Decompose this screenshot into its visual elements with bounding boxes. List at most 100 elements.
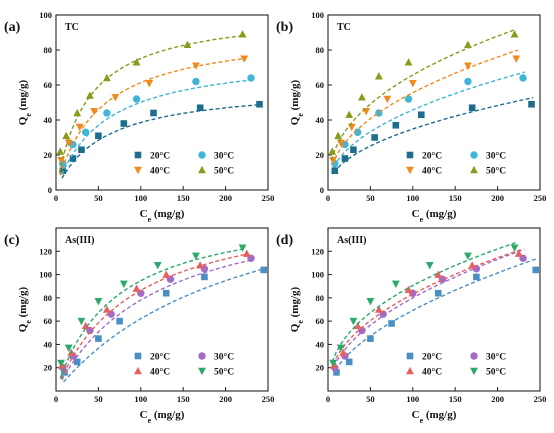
data-point <box>90 107 99 116</box>
series-40°C <box>58 249 251 380</box>
data-point <box>64 344 73 353</box>
x-tick-label: 100 <box>406 193 419 203</box>
y-tick-label: 20 <box>316 363 325 373</box>
panel-title: TC <box>65 22 79 33</box>
x-tick-label: 0 <box>54 394 58 404</box>
data-point <box>247 74 255 82</box>
x-tick-label: 50 <box>94 394 103 404</box>
data-point <box>94 298 103 306</box>
data-point <box>417 111 425 119</box>
fit-curve <box>61 103 262 179</box>
data-point <box>111 93 120 102</box>
data-point <box>510 244 519 252</box>
x-axis-label: Ce (mg/g) <box>140 208 185 224</box>
y-tick-label: 120 <box>311 246 324 256</box>
data-point <box>102 73 111 82</box>
fit-curve <box>331 49 519 165</box>
panel-2: 0 50 100 150 200 250 20 40 60 80 100 120 Ce (mg/g) Qe… <box>4 227 274 425</box>
data-point <box>120 120 128 127</box>
data-point <box>362 107 371 116</box>
x-tick-label: 0 <box>326 193 330 203</box>
legend-label: 30°C <box>214 352 234 363</box>
data-point <box>374 72 383 80</box>
x-tick-label: 200 <box>219 394 232 404</box>
data-point <box>192 252 200 261</box>
fit-curve <box>333 71 525 167</box>
x-axis-label: Ce (mg/g) <box>412 409 457 425</box>
legend-marker <box>470 352 478 360</box>
data-point <box>329 359 337 368</box>
legend-marker <box>406 352 414 360</box>
plot-frame <box>55 14 269 191</box>
y-axis-label: Qe (mg/g) <box>289 286 305 332</box>
data-point <box>256 100 263 108</box>
data-point <box>150 109 157 117</box>
data-point <box>59 167 67 175</box>
legend-label: 50°C <box>214 166 234 177</box>
data-point <box>145 79 154 88</box>
data-point <box>345 110 354 119</box>
legend-label: 40°C <box>150 166 170 177</box>
y-tick-label: 60 <box>44 80 53 90</box>
series-50°C <box>329 241 519 368</box>
data-point <box>464 77 472 86</box>
x-tick-label: 200 <box>491 193 504 203</box>
data-point <box>404 285 413 294</box>
x-tick-label: 100 <box>406 394 419 404</box>
data-point <box>367 335 374 342</box>
x-tick-label: 100 <box>134 394 147 404</box>
fit-curve <box>59 57 247 176</box>
y-tick-label: 40 <box>316 115 325 125</box>
data-point <box>86 91 94 99</box>
x-tick-label: 150 <box>449 193 462 203</box>
data-point <box>468 261 477 269</box>
legend-marker <box>406 166 414 175</box>
data-point <box>331 167 339 175</box>
data-point <box>183 40 192 49</box>
fit-curve <box>61 259 253 381</box>
fit-curve <box>59 248 245 379</box>
legend-label: 50°C <box>214 367 234 378</box>
data-point <box>81 321 90 330</box>
x-tick-label: 250 <box>534 193 547 203</box>
plot-frame <box>327 227 541 392</box>
fit-curve <box>330 28 517 161</box>
y-tick-label: 100 <box>39 270 52 280</box>
x-tick-label: 150 <box>177 394 190 404</box>
series-40°C <box>329 49 521 165</box>
y-tick-label: 80 <box>316 293 325 303</box>
panel-title: TC <box>337 22 351 33</box>
data-point <box>81 128 90 136</box>
data-point <box>95 132 102 140</box>
legend-marker <box>198 352 206 360</box>
panel-title: As(III) <box>65 235 94 246</box>
legend-marker <box>470 151 478 159</box>
data-point <box>196 261 205 269</box>
data-point <box>404 58 413 66</box>
data-point <box>464 62 472 70</box>
y-tick-label: 0 <box>48 185 52 195</box>
legend-label: 50°C <box>486 166 506 177</box>
data-point <box>103 109 111 117</box>
data-point <box>339 348 348 356</box>
fit-curve <box>61 79 253 175</box>
data-point <box>192 62 200 70</box>
legend: 20°C 30°C 40°C 50°C <box>134 151 234 177</box>
x-tick-label: 50 <box>366 394 375 404</box>
data-point <box>73 108 82 117</box>
legend-label: 40°C <box>422 166 442 177</box>
data-point <box>201 273 208 281</box>
data-point <box>116 317 123 325</box>
y-tick-label: 20 <box>44 363 53 373</box>
data-point <box>192 77 200 86</box>
data-point <box>350 146 357 154</box>
y-tick-label: 100 <box>311 270 324 280</box>
fit-curve <box>58 34 245 173</box>
x-tick-label: 150 <box>449 394 462 404</box>
y-tick-label: 20 <box>44 150 53 160</box>
y-axis-label: Qe (mg/g) <box>17 286 33 332</box>
y-axis-label: Qe (mg/g) <box>289 79 305 125</box>
x-tick-label: 150 <box>177 193 190 203</box>
x-tick-label: 100 <box>134 193 147 203</box>
legend-marker <box>134 366 142 375</box>
